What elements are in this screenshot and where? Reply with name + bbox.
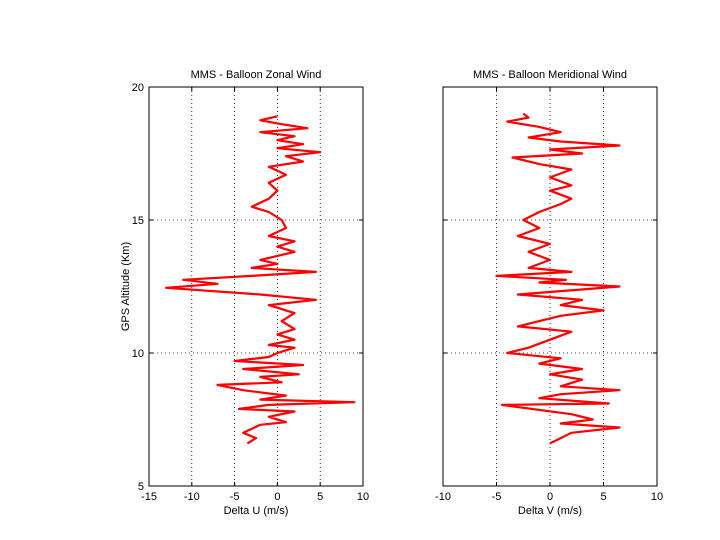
meridional-grid [443,87,657,486]
meridional-x-tick-label: 0 [547,491,553,503]
zonal-x-axis-title: Delta U (m/s) [224,505,289,517]
zonal-x-tick-label: -15 [141,491,157,503]
zonal-wind-chart: -15 -10 -5 0 5 10 5 10 15 20 MMS - Balloon Zonal … [120,69,369,517]
meridional-chart-title: MMS - Balloon Meridional Wind [473,69,627,81]
meridional-wind-line [495,112,621,445]
zonal-x-tick-label: 10 [357,491,369,503]
zonal-y-tick-label: 10 [132,348,144,360]
zonal-chart-title: MMS - Balloon Zonal Wind [191,69,322,81]
meridional-x-tick-label: -5 [492,491,502,503]
zonal-y-tick-label: 5 [138,481,144,493]
zonal-y-tick-label: 15 [132,215,144,227]
zonal-plot-frame [148,86,364,487]
zonal-y-tick-label: 20 [132,82,144,94]
meridional-wind-chart: -10 -5 0 5 10 MMS - Balloon Meridional Wind … [435,69,663,517]
zonal-wind-line [165,115,356,445]
meridional-ticks: -10 -5 0 5 10 [435,86,663,503]
zonal-y-axis-title: GPS Altitude (Km) [120,242,132,331]
zonal-x-tick-label: 5 [317,491,323,503]
meridional-plot-frame [442,86,658,487]
meridional-x-axis-title: Delta V (m/s) [518,505,582,517]
zonal-x-tick-label: -10 [184,491,200,503]
meridional-x-tick-label: 10 [651,491,663,503]
zonal-x-tick-label: 0 [274,491,280,503]
meridional-x-tick-label: -10 [435,491,451,503]
meridional-x-tick-label: 5 [600,491,606,503]
zonal-x-tick-label: -5 [230,491,240,503]
zonal-ticks: -15 -10 -5 0 5 10 5 10 15 20 [132,82,369,503]
